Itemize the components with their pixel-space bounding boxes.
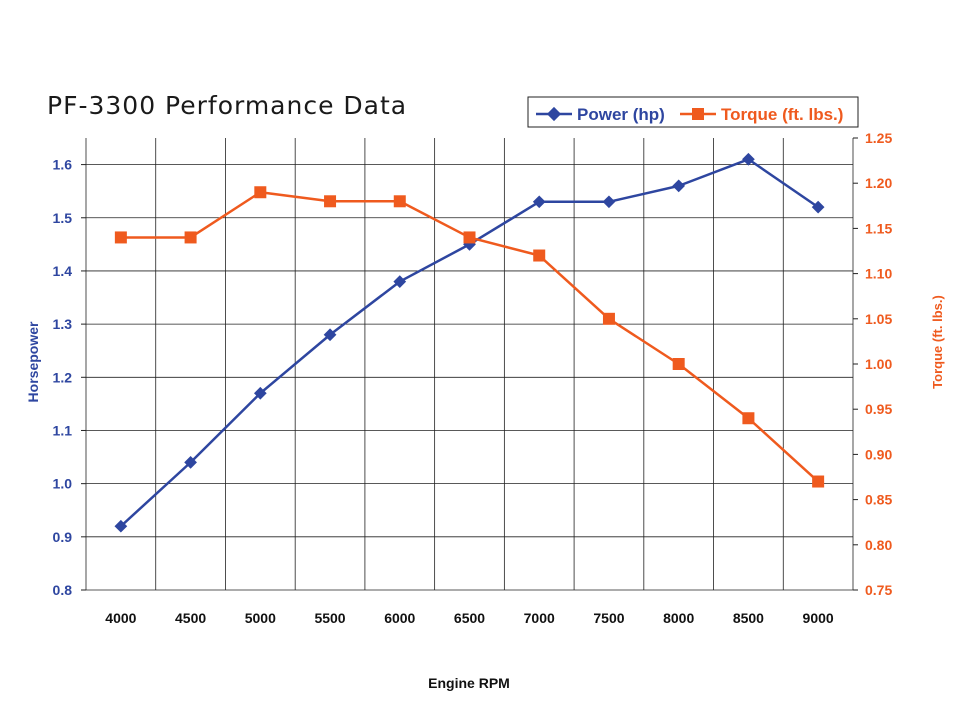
data-point-torque xyxy=(533,249,546,262)
data-point-torque xyxy=(463,231,476,244)
data-point-torque xyxy=(742,412,755,425)
legend-power-marker xyxy=(546,106,562,122)
left-tick-label: 1.6 xyxy=(53,157,73,173)
data-point-power xyxy=(393,275,407,288)
data-point-torque xyxy=(254,186,267,199)
series-power xyxy=(114,152,825,533)
x-axis-ticks: 4000 4500 5000 5500 6000 6500 7000 7500 8000 8500… xyxy=(105,610,834,626)
right-tick-label: 1.00 xyxy=(865,356,892,372)
right-tick-label: 1.20 xyxy=(865,175,892,191)
x-tick-label: 4000 xyxy=(105,610,136,626)
data-point-power xyxy=(532,195,546,209)
data-point-torque xyxy=(812,475,825,488)
x-tick-label: 8000 xyxy=(663,610,694,626)
data-point-power xyxy=(323,328,337,342)
left-tick-label: 1.0 xyxy=(53,476,73,492)
y-axis-left-title: Horsepower xyxy=(25,321,41,402)
legend-torque-label: Torque (ft. lbs.) xyxy=(721,105,843,124)
x-tick-label: 7500 xyxy=(593,610,624,626)
data-point-torque xyxy=(184,231,197,244)
right-tick-label: 0.95 xyxy=(865,401,892,417)
right-tick-label: 0.90 xyxy=(865,446,892,462)
legend-item-power[interactable]: Power (hp) xyxy=(536,105,665,124)
x-tick-label: 6500 xyxy=(454,610,485,626)
legend-torque-marker xyxy=(692,108,704,120)
grid xyxy=(85,138,854,591)
series-torque xyxy=(114,186,825,488)
right-tick-label: 1.10 xyxy=(865,266,892,282)
legend-box xyxy=(527,96,859,128)
y-axis-right-title: Torque (ft. lbs.) xyxy=(930,295,945,389)
left-tick-label: 1.5 xyxy=(53,210,73,226)
legend-power-label: Power (hp) xyxy=(577,105,665,124)
data-point-torque xyxy=(393,195,406,208)
x-tick-label: 9000 xyxy=(803,610,834,626)
x-tick-label: 5500 xyxy=(314,610,345,626)
x-tick-label: 8500 xyxy=(733,610,764,626)
left-axis-ticks: 0.8 0.9 1.0 1.1 1.2 1.3 1.4 1.5 1.6 xyxy=(53,157,86,598)
right-tick-label: 1.15 xyxy=(865,220,892,236)
chart-title: PF-3300 Performance Data xyxy=(47,91,407,120)
legend-item-torque[interactable]: Torque (ft. lbs.) xyxy=(680,105,843,124)
legend: Power (hp) Torque (ft. lbs.) xyxy=(527,96,859,128)
left-tick-label: 0.9 xyxy=(53,529,73,545)
right-tick-label: 1.05 xyxy=(865,311,892,327)
data-point-power xyxy=(184,456,197,469)
left-tick-label: 1.2 xyxy=(53,369,73,385)
right-tick-label: 0.80 xyxy=(865,537,892,553)
right-tick-label: 0.75 xyxy=(865,582,892,598)
data-point-torque xyxy=(114,231,127,244)
right-axis-ticks: 0.75 0.80 0.85 0.90 0.95 1.00 1.05 1.10 1.15 1.20… xyxy=(853,130,892,598)
left-tick-label: 1.3 xyxy=(53,316,73,332)
data-point-torque xyxy=(324,195,337,208)
x-tick-label: 4500 xyxy=(175,610,206,626)
data-point-power xyxy=(253,386,267,400)
data-point-torque xyxy=(602,312,615,325)
left-tick-label: 0.8 xyxy=(53,582,73,598)
data-point-power xyxy=(602,195,616,209)
left-tick-label: 1.1 xyxy=(53,422,73,438)
right-tick-label: 1.25 xyxy=(865,130,892,146)
x-tick-label: 6000 xyxy=(384,610,415,626)
x-axis-title: Engine RPM xyxy=(428,675,510,691)
right-tick-label: 0.85 xyxy=(865,492,892,508)
data-point-power xyxy=(672,179,686,193)
left-tick-label: 1.4 xyxy=(53,263,73,279)
x-tick-label: 7000 xyxy=(524,610,555,626)
x-tick-label: 5000 xyxy=(245,610,276,626)
data-point-torque xyxy=(672,358,685,370)
